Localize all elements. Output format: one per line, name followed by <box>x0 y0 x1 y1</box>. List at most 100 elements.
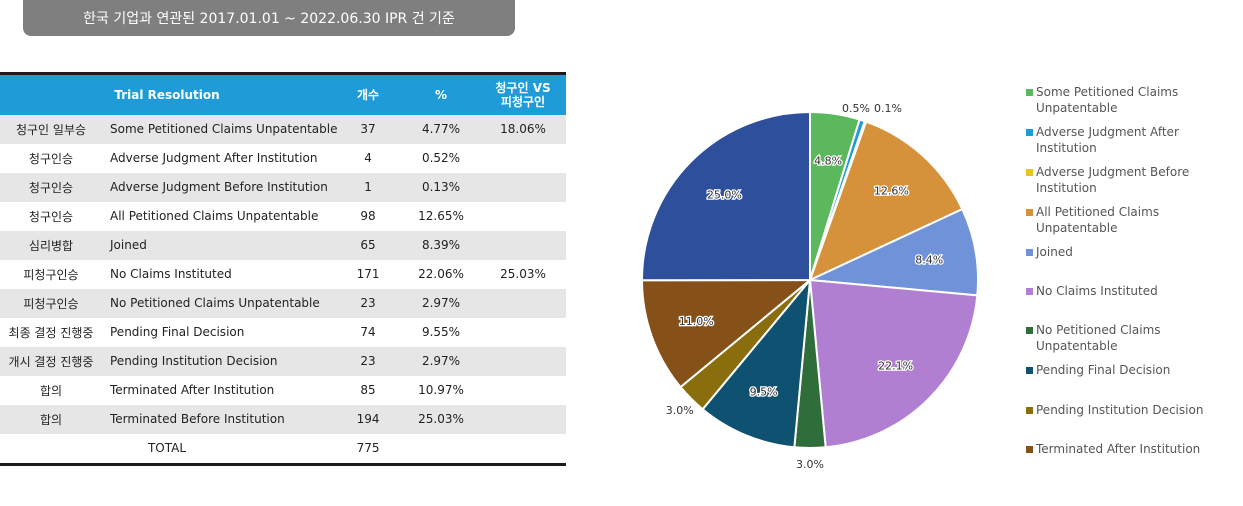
legend-swatch <box>1026 367 1033 374</box>
pie-data-label: 22.1% <box>878 360 913 373</box>
table-row: 합의 Terminated Before Institution 194 25.03% <box>0 404 567 434</box>
party-cell: 청구인승 <box>28 151 74 166</box>
table-row: 청구인 일부승 Some Petitioned Claims Unpatentab… <box>0 114 567 144</box>
title-text: 한국 기업과 연관된 2017.01.01 ~ 2022.06.30 IPR 건… <box>83 11 455 27</box>
count-cell: 4 <box>364 151 372 165</box>
table-row: 합의 Terminated After Institution 85 10.97% <box>0 376 566 405</box>
vs-cell <box>480 346 567 376</box>
party-cell: 심리병합 <box>0 230 102 260</box>
header-count: 개수 <box>334 72 403 115</box>
pie-data-label: 11.0% <box>679 315 714 328</box>
resolution-cell: No Petitioned Claims Unpatentable <box>102 288 335 318</box>
resolution-cell: Some Petitioned Claims Unpatentable <box>102 114 337 144</box>
party-cell: 청구인승 <box>28 209 74 224</box>
vs-cell <box>480 230 567 260</box>
pie-data-label: 3.0% <box>796 458 824 470</box>
legend-label: Adverse Judgment Before Institution <box>1036 165 1190 195</box>
party-cell: 개시 결정 진행중 <box>0 346 102 376</box>
vs-cell <box>480 318 566 347</box>
count-cell: 171 <box>356 267 380 281</box>
header-vs: 청구인 VS 피청구인 <box>480 72 567 115</box>
vs-cell <box>480 202 566 231</box>
legend-swatch <box>1026 249 1033 256</box>
total-percent <box>402 433 481 466</box>
legend-swatch <box>1026 209 1033 216</box>
pie-data-label: 3.0% <box>666 404 694 417</box>
percent-cell: 0.13% <box>402 172 481 202</box>
pie-data-label: 4.8% <box>814 154 842 167</box>
party-cell: 피청구인승 <box>0 288 102 318</box>
count-cell: 1 <box>334 172 403 202</box>
resolution-cell: Pending Final Decision <box>110 325 245 339</box>
pie-data-label: 0.1% <box>874 102 902 115</box>
resolution-cell: Adverse Judgment After Institution <box>110 151 318 165</box>
percent-cell: 12.65% <box>418 209 464 223</box>
legend-item: Pending Institution Decision <box>1026 402 1241 418</box>
vs-cell <box>480 288 567 318</box>
table-row: 청구인승 Adverse Judgment Before Institution 1… <box>0 172 567 202</box>
table-total-row: TOTAL 775 <box>0 433 567 466</box>
legend-item: No Claims Instituted <box>1026 283 1241 299</box>
legend-item: Adverse Judgment After Institution <box>1026 124 1241 156</box>
title-banner: 한국 기업과 연관된 2017.01.01 ~ 2022.06.30 IPR 건… <box>23 0 515 36</box>
pie-slice <box>806 207 979 297</box>
count-cell: 23 <box>334 288 403 318</box>
count-cell: 85 <box>360 383 376 397</box>
legend-item: No Petitioned Claims Unpatentable <box>1026 322 1241 354</box>
table-row: 심리병합 Joined 65 8.39% <box>0 230 567 260</box>
pie-data-label: 12.6% <box>874 185 909 198</box>
resolution-cell: Adverse Judgment Before Institution <box>102 172 335 202</box>
legend-label: Pending Final Decision <box>1036 363 1171 377</box>
resolution-cell: Pending Institution Decision <box>102 346 335 376</box>
legend-swatch <box>1026 288 1033 295</box>
pie-slice <box>808 120 964 282</box>
legend-label: Adverse Judgment After Institution <box>1036 125 1179 155</box>
total-count: 775 <box>334 433 403 466</box>
total-label: TOTAL <box>0 433 335 466</box>
legend-item: Pending Final Decision <box>1026 362 1241 378</box>
resolution-cell: Terminated Before Institution <box>102 404 335 434</box>
pie-data-label: 0.5% <box>842 102 870 115</box>
percent-cell: 2.97% <box>402 288 481 318</box>
legend-item: Adverse Judgment Before Institution <box>1026 164 1241 196</box>
count-cell: 194 <box>334 404 403 434</box>
table-header-row: Trial Resolution 개수 % 청구인 VS 피청구인 <box>0 72 567 115</box>
percent-cell: 4.77% <box>402 114 481 144</box>
resolution-cell: No Claims Instituted <box>110 267 232 281</box>
legend-swatch <box>1026 446 1033 453</box>
vs-cell <box>480 172 567 202</box>
vs-cell: 18.06% <box>480 114 567 144</box>
resolution-cell: Joined <box>102 230 335 260</box>
vs-cell <box>480 376 566 405</box>
count-cell: 98 <box>360 209 376 223</box>
percent-cell: 0.52% <box>421 151 461 165</box>
vs-cell: 25.03% <box>500 267 546 281</box>
pie-slice <box>640 278 813 389</box>
pie-data-label: 8.4% <box>915 253 943 266</box>
legend-swatch <box>1026 89 1033 96</box>
vs-cell <box>480 404 567 434</box>
count-cell: 65 <box>334 230 403 260</box>
table-row: 피청구인승 No Petitioned Claims Unpatentable 23… <box>0 288 567 318</box>
total-vs <box>480 433 567 466</box>
legend-item: Some Petitioned Claims Unpatentable <box>1026 84 1241 116</box>
resolution-cell: Terminated After Institution <box>110 383 275 397</box>
legend-label: Pending Institution Decision <box>1036 403 1204 417</box>
pie-slice <box>808 278 979 449</box>
pie-data-label: 9.5% <box>750 386 778 399</box>
legend-label: Some Petitioned Claims Unpatentable <box>1036 85 1179 115</box>
legend-item: All Petitioned Claims Unpatentable <box>1026 204 1241 236</box>
pie-chart: 4.8% 0.5% 0.1% 12.6% 8.4% 22.1% 3.0% 9.5% 3.0% 11… <box>640 102 979 470</box>
table-row: 청구인승 All Petitioned Claims Unpatentable 98… <box>0 202 566 231</box>
pie-slice <box>640 110 811 282</box>
party-cell: 합의 <box>0 404 102 434</box>
legend-item: Joined <box>1026 244 1241 260</box>
count-cell: 23 <box>334 346 403 376</box>
party-cell: 피청구인승 <box>23 267 79 282</box>
table-row: 개시 결정 진행중 Pending Institution Decision 23 2… <box>0 346 567 376</box>
percent-cell: 8.39% <box>402 230 481 260</box>
resolution-table: Trial Resolution 개수 % 청구인 VS 피청구인 청구인 일부… <box>0 72 567 466</box>
legend-label: No Claims Instituted <box>1036 284 1158 298</box>
header-percent: % <box>402 72 481 115</box>
count-cell: 74 <box>360 325 376 339</box>
